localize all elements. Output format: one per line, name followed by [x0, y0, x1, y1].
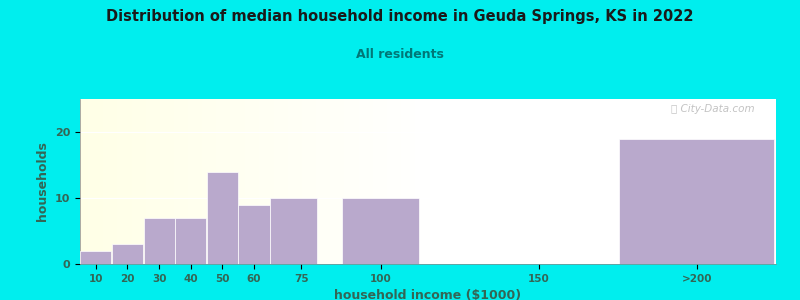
Y-axis label: households: households: [36, 142, 50, 221]
Bar: [143, 218, 174, 264]
Bar: [207, 172, 238, 264]
Bar: [80, 251, 111, 264]
Bar: [619, 139, 774, 264]
Text: ⓘ City-Data.com: ⓘ City-Data.com: [671, 104, 755, 114]
Text: Distribution of median household income in Geuda Springs, KS in 2022: Distribution of median household income …: [106, 9, 694, 24]
Bar: [270, 198, 317, 264]
Bar: [112, 244, 143, 264]
Text: All residents: All residents: [356, 48, 444, 61]
X-axis label: household income ($1000): household income ($1000): [334, 289, 522, 300]
Bar: [175, 218, 206, 264]
Bar: [342, 198, 419, 264]
Bar: [238, 205, 270, 264]
